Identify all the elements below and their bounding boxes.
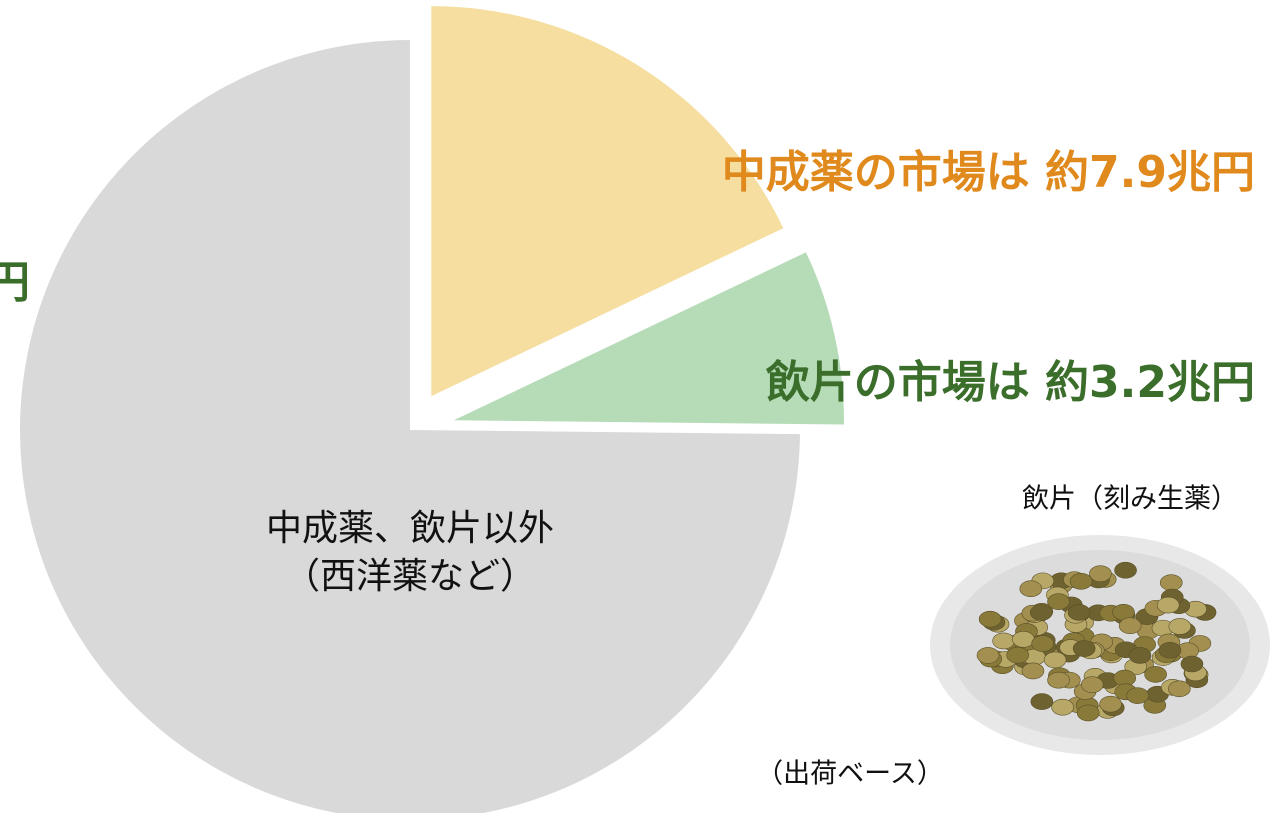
photo-caption: 飲片（刻み生薬） [1022,484,1238,515]
pie-slice [453,252,844,425]
note: （出荷ベース） [756,759,944,790]
pie-slice [20,40,800,813]
pie-slice [431,6,784,397]
slice-label: （西洋薬など） [284,556,536,597]
slice-label: 中成薬、飲片以外 [266,508,554,549]
cropped-label: 円 [0,257,30,308]
value-label: 中成薬の市場は 約7.9兆円 [722,147,1255,198]
photo [930,535,1270,755]
pie [20,6,844,813]
value-label: 飲片の市場は 約3.2兆円 [766,357,1255,408]
